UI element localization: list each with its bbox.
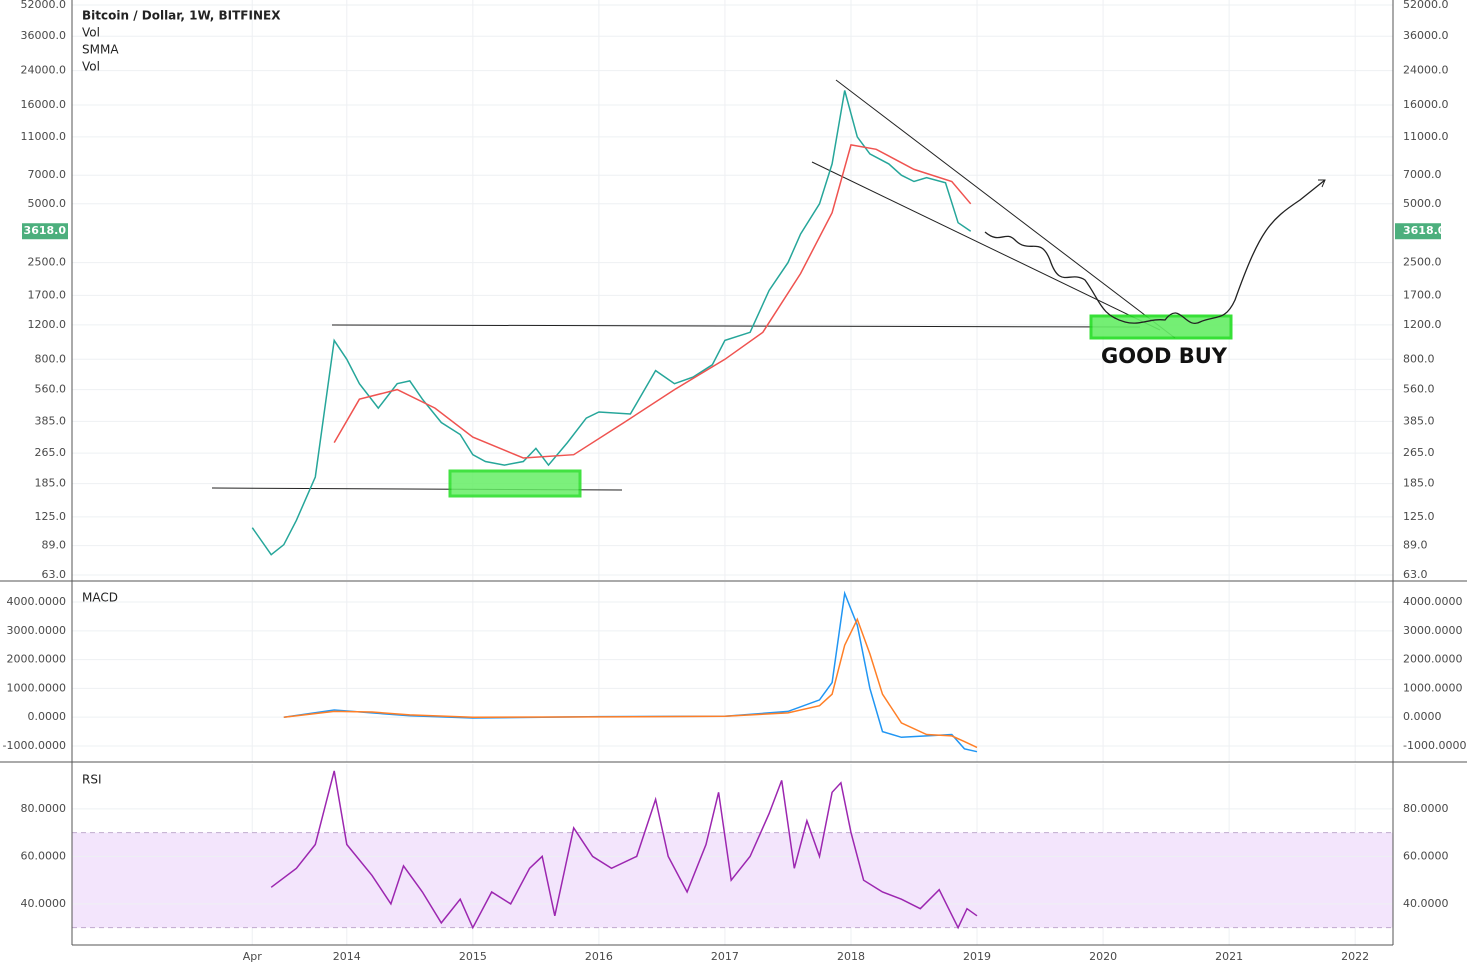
y-tick-label: 3000.0000 (7, 624, 67, 637)
price-tag-label: 3618.0 (24, 224, 67, 237)
y-tick-label: 24000.0 (21, 64, 67, 77)
drawings (211, 79, 1326, 498)
y-tick-label: 560.0 (35, 383, 67, 396)
pane-title: RSI (82, 773, 102, 787)
y-tick-label: 89.0 (1403, 539, 1428, 552)
y-tick-label: 1200.0 (28, 318, 67, 331)
y-tick-label: 4000.0000 (7, 595, 67, 608)
y-tick-label: 0.0000 (28, 710, 67, 723)
series-line (251, 90, 972, 556)
y-tick-label: 16000.0 (1403, 98, 1449, 111)
y-tick-label: 52000.0 (21, 0, 67, 11)
x-tick-label: 2021 (1215, 950, 1243, 963)
legend-entry: Bitcoin / Dollar, 1W, BITFINEX (82, 9, 281, 23)
y-tick-label: 1700.0 (1403, 288, 1442, 301)
y-tick-label: 2500.0 (28, 256, 67, 269)
y-tick-label: 2000.0000 (7, 653, 67, 666)
y-tick-label: 2500.0 (1403, 256, 1442, 269)
y-tick-label: 5000.0 (28, 197, 67, 210)
trend-line (811, 161, 1161, 331)
x-tick-label: 2019 (963, 950, 991, 963)
price-tag-label: 3618.0 (1403, 224, 1446, 237)
projection (984, 179, 1326, 325)
series-line (333, 144, 972, 459)
y-tick-label: 1200.0 (1403, 318, 1442, 331)
price-tag (1395, 223, 1441, 240)
y-tick-label: 11000.0 (21, 130, 67, 143)
legend-entry: Vol (82, 60, 100, 74)
pane-title: MACD (82, 591, 118, 605)
y-tick-label: 60.0000 (1403, 849, 1449, 862)
y-tick-label: 7000.0 (1403, 168, 1442, 181)
grid-layer (72, 0, 1393, 945)
y-tick-label: 385.0 (1403, 414, 1435, 427)
y-tick-label: 63.0 (42, 568, 67, 581)
zone (1089, 314, 1233, 340)
y-tick-label: 125.0 (1403, 510, 1435, 523)
y-tick-label: 40.0000 (21, 897, 67, 910)
y-tick-label: 36000.0 (1403, 29, 1449, 42)
y-tick-label: 80.0000 (1403, 802, 1449, 815)
y-tick-label: 80.0000 (21, 802, 67, 815)
legend-entry: Vol (82, 26, 100, 40)
y-tick-label: 1000.0000 (7, 681, 67, 694)
x-tick-label: Apr (243, 950, 263, 963)
y-tick-label: 11000.0 (1403, 130, 1449, 143)
x-tick-label: 2016 (585, 950, 613, 963)
y-tick-label: 24000.0 (1403, 64, 1449, 77)
arrow-head (1318, 179, 1326, 188)
legend-entry: SMMA (82, 43, 119, 57)
x-tick-label: 2022 (1341, 950, 1369, 963)
series-layer (251, 90, 978, 930)
y-tick-label: 125.0 (35, 510, 67, 523)
y-tick-label: 385.0 (35, 414, 67, 427)
x-tick-label: 2014 (333, 950, 361, 963)
band (72, 832, 1393, 928)
zone (448, 469, 582, 498)
y-tick-label: 89.0 (42, 539, 67, 552)
y-tick-label: 3000.0000 (1403, 624, 1463, 637)
series-line (283, 590, 978, 753)
y-tick-label: 0.0000 (1403, 710, 1442, 723)
y-tick-label: 5000.0 (1403, 197, 1442, 210)
x-tick-label: 2015 (459, 950, 487, 963)
y-tick-label: 560.0 (1403, 383, 1435, 396)
y-tick-label: 1700.0 (28, 288, 67, 301)
series-line (270, 770, 978, 930)
trend-line (835, 79, 1176, 339)
y-tick-label: 1000.0000 (1403, 681, 1463, 694)
y-tick-label: 40.0000 (1403, 897, 1449, 910)
y-tick-label: 265.0 (1403, 446, 1435, 459)
y-tick-label: 4000.0000 (1403, 595, 1463, 608)
x-tick-label: 2020 (1089, 950, 1117, 963)
y-tick-label: 800.0 (1403, 352, 1435, 365)
y-tick-label: 36000.0 (21, 29, 67, 42)
series-line (283, 617, 978, 749)
x-tick-label: 2017 (711, 950, 739, 963)
y-tick-label: 800.0 (35, 352, 67, 365)
price-tag (22, 223, 68, 240)
y-tick-label: 265.0 (35, 446, 67, 459)
y-tick-label: 7000.0 (28, 168, 67, 181)
x-tick-label: 2018 (837, 950, 865, 963)
y-tick-label: 16000.0 (21, 98, 67, 111)
y-tick-label: 185.0 (1403, 477, 1435, 490)
annotation: GOOD BUY (1101, 344, 1228, 368)
y-tick-label: 52000.0 (1403, 0, 1449, 11)
y-tick-label: 60.0000 (21, 849, 67, 862)
y-tick-label: -1000.0000 (1403, 739, 1466, 752)
y-tick-label: 185.0 (35, 477, 67, 490)
y-tick-label: 63.0 (1403, 568, 1428, 581)
y-tick-label: 2000.0000 (1403, 653, 1463, 666)
horizontal-line (331, 324, 1141, 328)
y-tick-label: -1000.0000 (3, 739, 66, 752)
